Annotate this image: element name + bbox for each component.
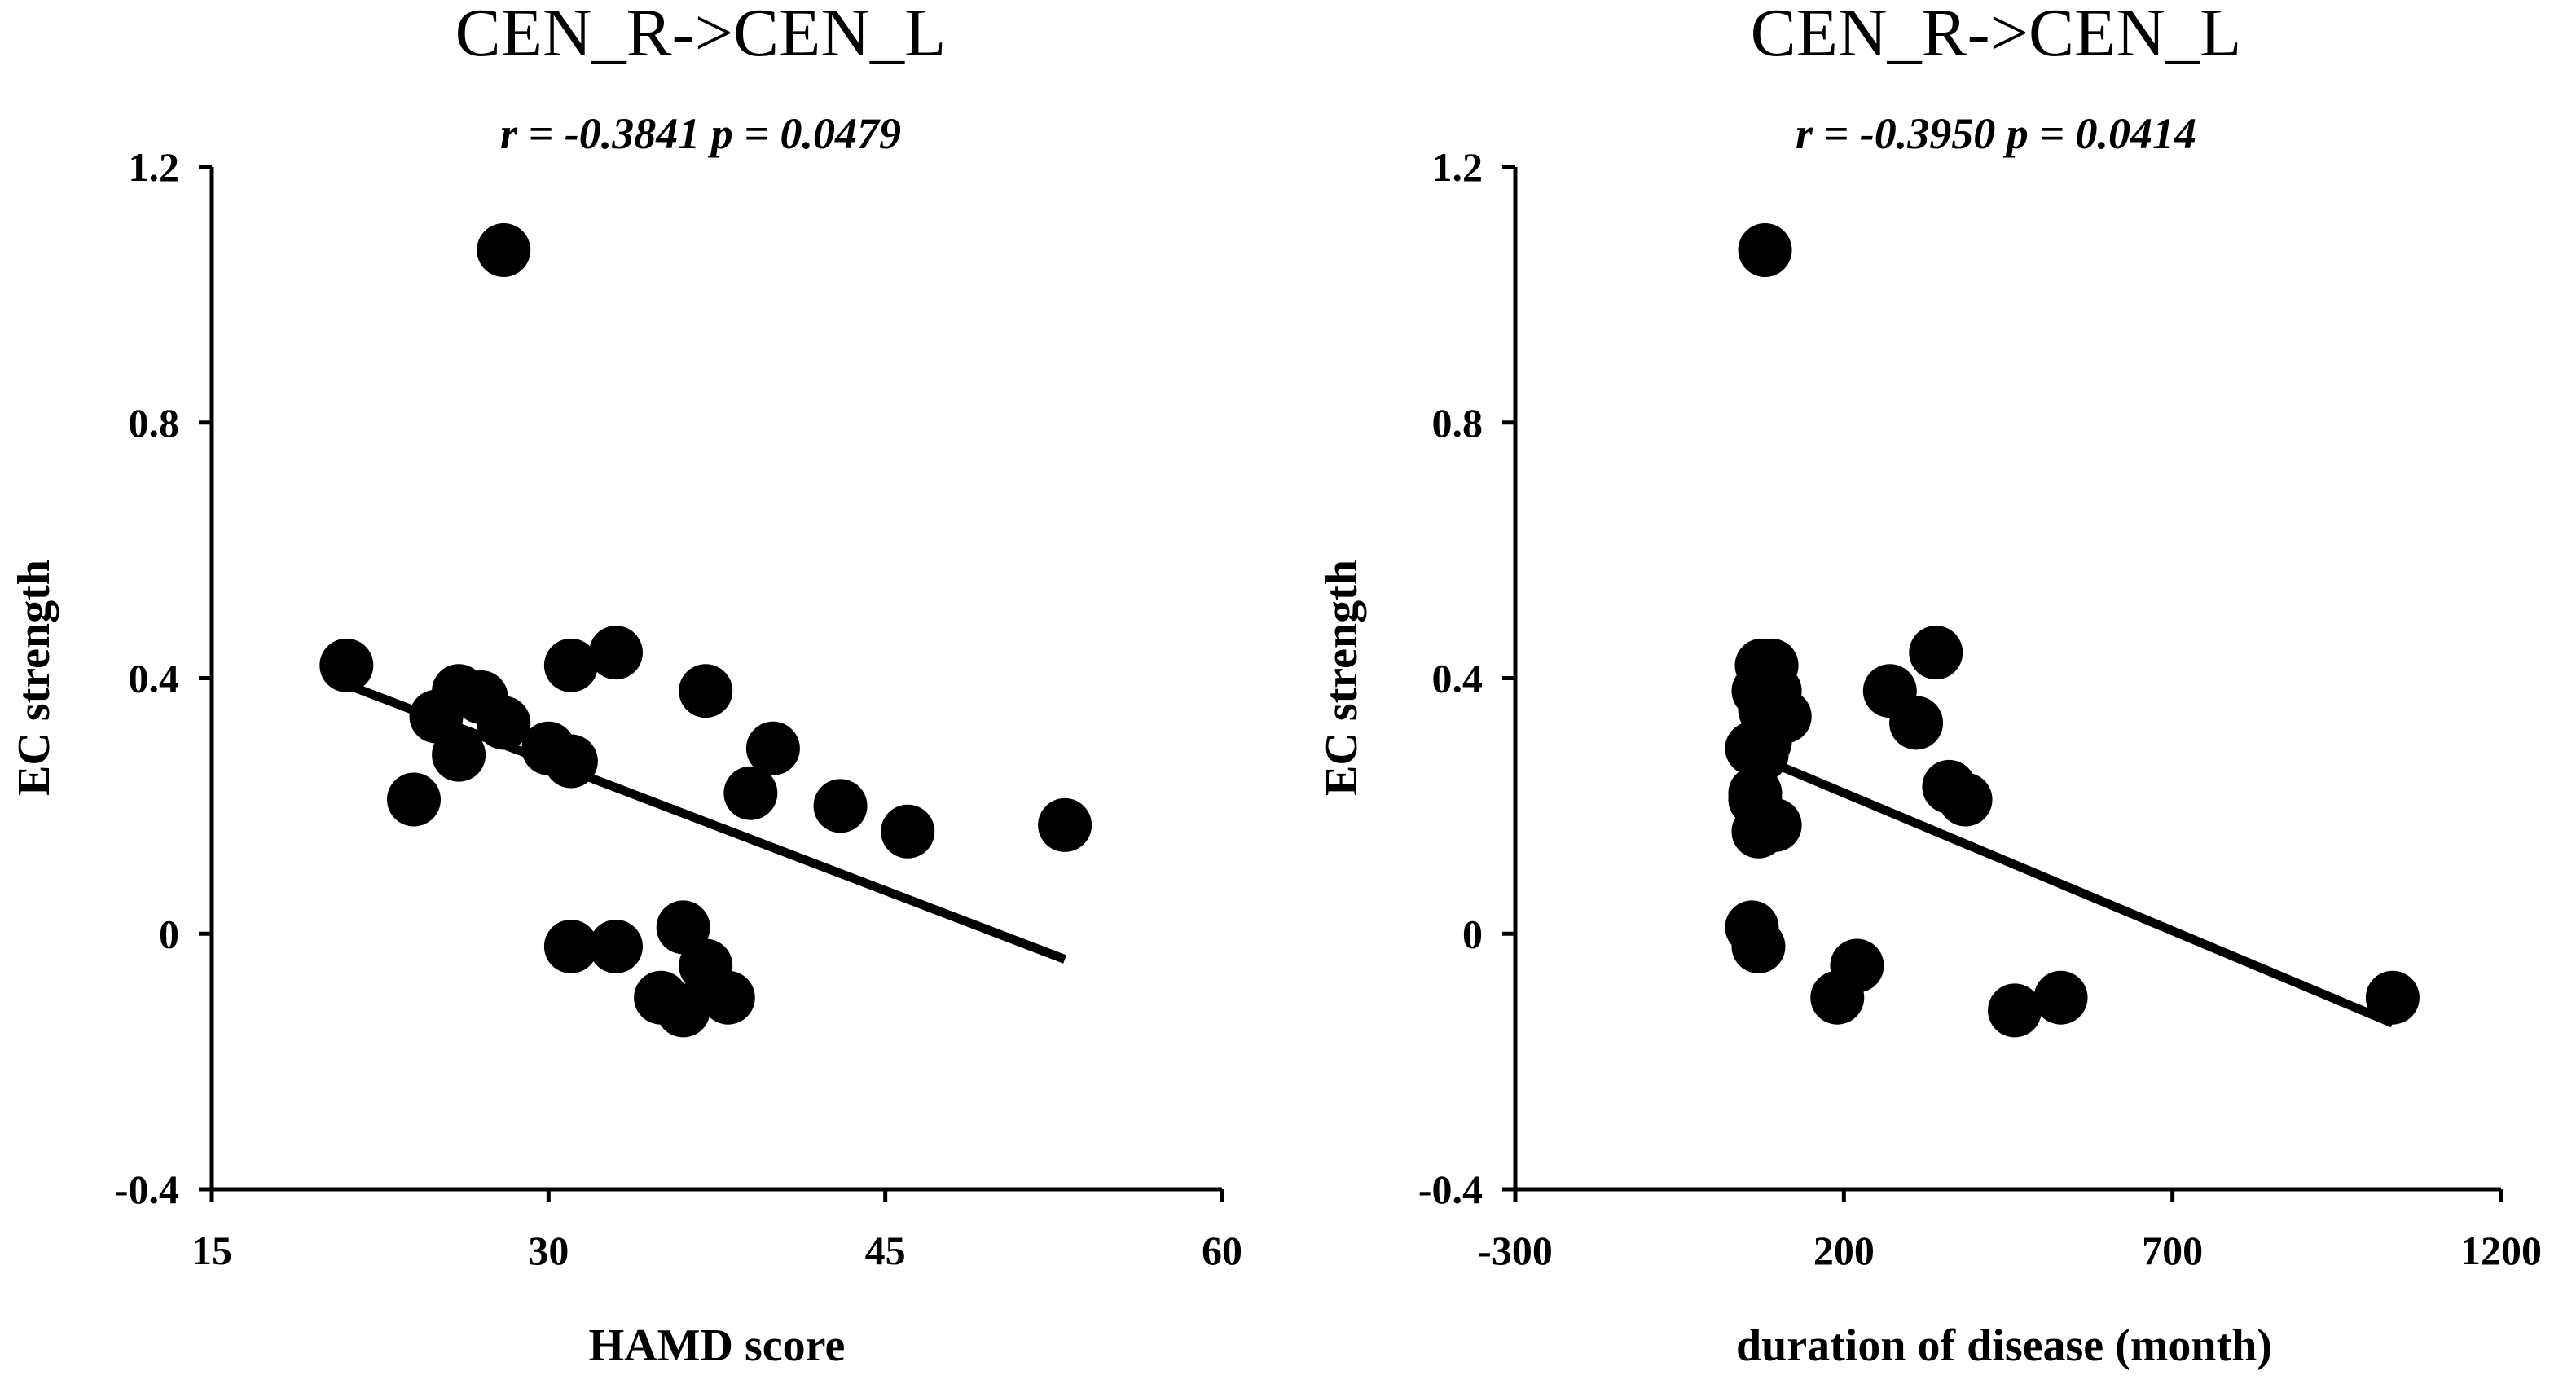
left-y-tick-label: 0.8 xyxy=(129,400,180,446)
right-y-tick-label: 0.8 xyxy=(1432,400,1484,446)
left-data-point xyxy=(589,626,643,680)
right-x-tick-label: -300 xyxy=(1478,1228,1553,1273)
left-y-tick-label: 0 xyxy=(159,911,179,956)
left-x-tick-label: 60 xyxy=(1202,1228,1242,1273)
right-y-tick-label: 0.4 xyxy=(1432,656,1484,701)
left-data-point xyxy=(1038,797,1092,852)
left-data-point xyxy=(543,734,598,789)
right-y-axis-label: EC strength xyxy=(1317,560,1367,796)
right-x-tick-label: 200 xyxy=(1813,1228,1875,1273)
left-data-point xyxy=(881,804,935,859)
left-x-tick-label: 45 xyxy=(865,1228,906,1273)
right-x-axis-label: duration of disease (month) xyxy=(1736,1320,2272,1371)
left-scatter-panel: CEN_R->CEN_L r = -0.3841 p = 0.0479 HAMD… xyxy=(9,0,1242,1371)
left-axis-ticks: -0.4 0 0.4 0.8 1.2 15 30 45 60 xyxy=(115,144,1242,1273)
right-data-point xyxy=(1731,919,1786,973)
left-data-point xyxy=(813,779,868,833)
left-chart-stats: r = -0.3841 p = 0.0479 xyxy=(500,109,901,158)
left-data-point xyxy=(477,222,531,277)
right-data-point xyxy=(1938,772,1993,827)
left-x-axis-label: HAMD score xyxy=(589,1320,846,1371)
left-data-point xyxy=(319,638,374,692)
right-data-point xyxy=(1988,983,2042,1038)
right-data-point xyxy=(1738,683,1792,737)
right-data-point xyxy=(1889,696,1944,750)
right-scatter-panel: CEN_R->CEN_L r = -0.3950 p = 0.0414 dura… xyxy=(1317,0,2542,1371)
right-data-point xyxy=(1747,797,1802,852)
left-y-tick-label: 1.2 xyxy=(129,144,180,190)
right-data-point xyxy=(2365,970,2420,1025)
left-data-point xyxy=(589,919,643,973)
right-x-tick-label: 700 xyxy=(2142,1228,2203,1273)
left-data-points xyxy=(319,222,1092,1038)
left-y-axis-label: EC strength xyxy=(9,560,59,796)
left-data-point xyxy=(679,664,733,718)
left-data-point xyxy=(723,766,778,820)
right-chart-stats: r = -0.3950 p = 0.0414 xyxy=(1796,109,2196,158)
right-y-tick-label: 1.2 xyxy=(1432,144,1484,190)
right-y-tick-label: -0.4 xyxy=(1418,1167,1483,1212)
left-x-tick-label: 15 xyxy=(191,1228,232,1273)
left-y-tick-label: -0.4 xyxy=(115,1167,179,1212)
left-data-point xyxy=(656,983,710,1038)
left-data-point xyxy=(701,970,755,1025)
right-data-point xyxy=(1830,938,1884,993)
right-data-points xyxy=(1725,222,2420,1038)
right-axis-ticks: -0.4 0 0.4 0.8 1.2 -300 200 700 1200 xyxy=(1418,144,2542,1273)
left-data-point xyxy=(543,638,598,692)
right-regression-line xyxy=(1766,757,2395,1028)
right-data-point xyxy=(1909,626,1963,680)
right-chart-title: CEN_R->CEN_L xyxy=(1751,0,2242,71)
right-y-tick-label: 0 xyxy=(1462,911,1483,956)
right-data-point xyxy=(2033,970,2088,1025)
left-chart-title: CEN_R->CEN_L xyxy=(455,0,947,71)
left-data-point xyxy=(745,721,800,775)
left-y-tick-label: 0.4 xyxy=(129,656,180,701)
right-data-point xyxy=(1738,222,1792,277)
left-data-point xyxy=(387,772,441,827)
left-data-point xyxy=(432,727,486,782)
right-x-tick-label: 1200 xyxy=(2460,1228,2542,1273)
left-x-tick-label: 30 xyxy=(528,1228,569,1273)
left-data-point xyxy=(477,696,531,750)
left-data-point xyxy=(543,919,598,973)
